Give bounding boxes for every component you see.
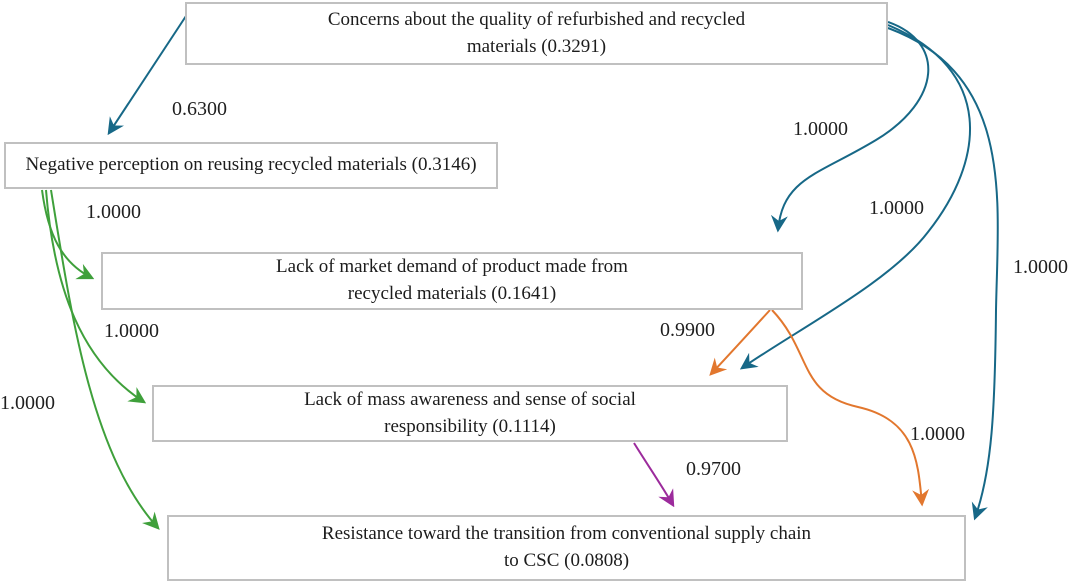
node-label-line: materials (0.3291) [466,35,607,57]
edge-weight-label: 1.0000 [1013,256,1068,278]
node-label-line: Resistance toward the transition from co… [321,523,812,545]
edge-arrow-market-demand-to-awareness [709,309,771,376]
node-label-line: Lack of market demand of product made fr… [276,256,628,278]
node-label-line: Lack of mass awareness and sense of soci… [304,388,636,410]
edge-weight-label: 1.0000 [0,392,55,414]
node-lack-market-demand: Lack of market demand of product made fr… [101,252,803,310]
node-label-line: responsibility (0.1114) [384,415,556,437]
edge-arrow-quality-to-resistance [887,27,999,521]
node-label-line: recycled materials (0.1641) [347,283,557,304]
edge-weight-label: 1.0000 [793,118,848,140]
edge-arrow-market-demand-to-resistance [771,309,930,507]
node-label-line: Concerns about the quality of refurbishe… [327,8,746,30]
edge-arrow-perception-to-market-demand [41,189,95,280]
edge-weight-label: 0.6300 [172,98,227,120]
node-label-line: Negative perception on reusing recycled … [25,154,477,176]
edge-weight-label: 1.0000 [910,423,965,445]
edge-weight-label: 1.0000 [869,197,924,219]
edge-arrow-awareness-to-resistance [633,442,675,508]
edge-arrow-perception-to-resistance [50,189,160,530]
edge-arrow-quality-to-awareness [739,24,972,370]
edge-arrow-quality-to-perception [107,15,187,136]
node-quality-concerns: Concerns about the quality of refurbishe… [185,2,888,65]
edge-weight-label: 0.9700 [686,458,741,480]
node-label-line: to CSC (0.0808) [503,550,630,571]
node-resistance-transition: Resistance toward the transition from co… [167,515,966,581]
edge-weight-label: 0.9900 [660,319,715,341]
edge-arrow-perception-to-awareness [45,189,147,404]
edge-weight-label: 1.0000 [86,201,141,223]
edge-arrow-quality-to-market-demand [770,21,930,233]
edge-weight-label: 1.0000 [104,320,159,342]
node-lack-awareness: Lack of mass awareness and sense of soci… [152,385,788,442]
node-negative-perception: Negative perception on reusing recycled … [4,142,498,189]
